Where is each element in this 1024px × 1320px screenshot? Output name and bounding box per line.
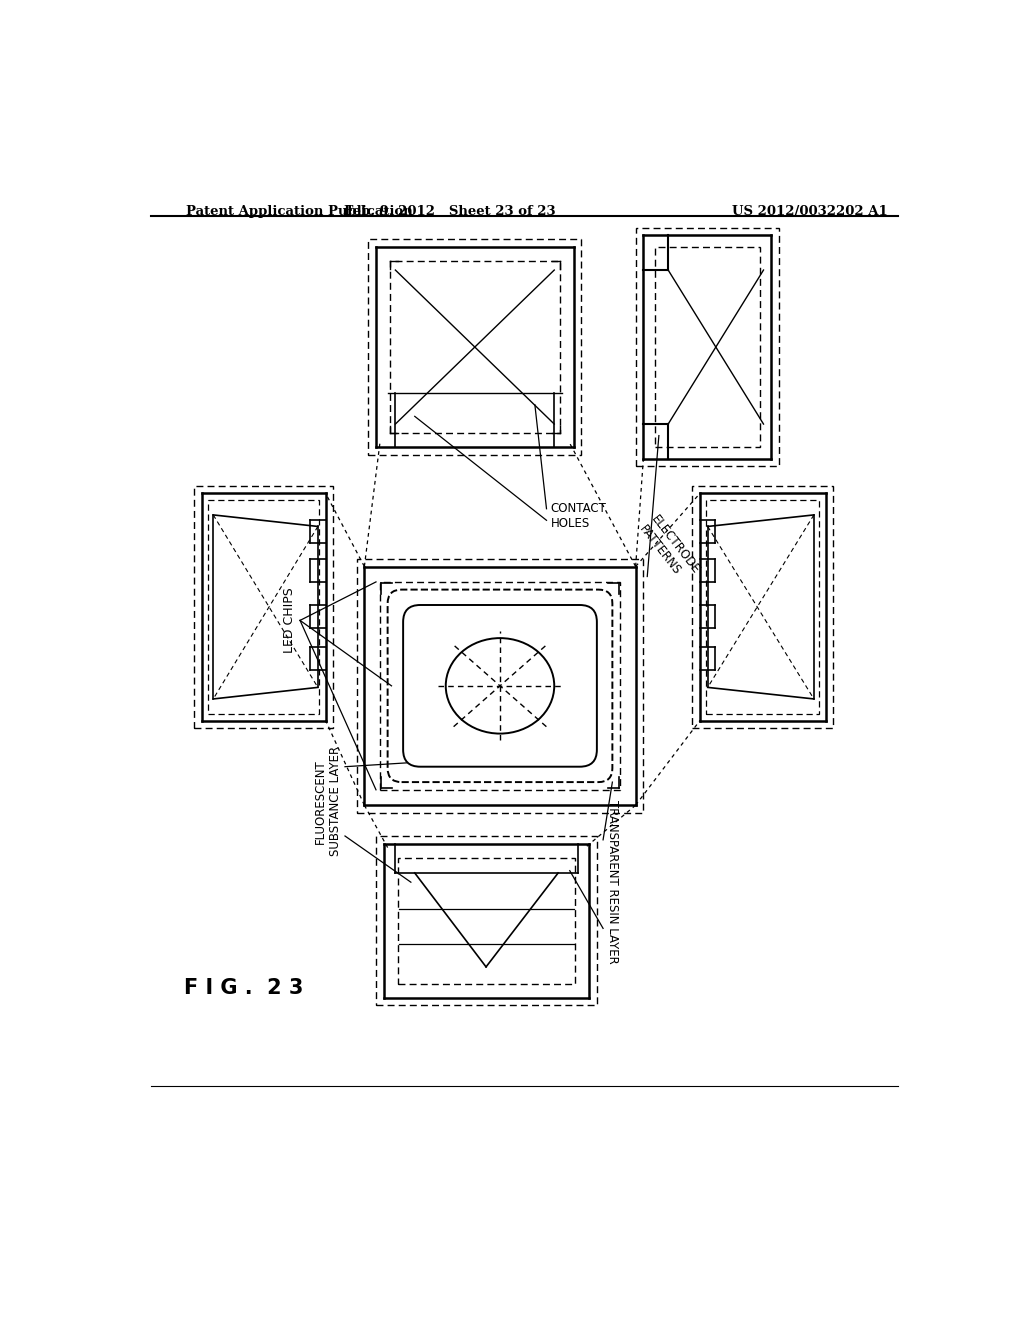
Text: Patent Application Publication: Patent Application Publication [186,205,413,218]
Text: US 2012/0032202 A1: US 2012/0032202 A1 [732,205,888,218]
Bar [707,499,819,714]
Text: TRANSPARENT RESIN LAYER: TRANSPARENT RESIN LAYER [606,800,618,964]
Text: FLUORESCENT
SUBSTANCE LAYER: FLUORESCENT SUBSTANCE LAYER [314,746,342,857]
Bar [356,558,643,813]
Bar [380,582,621,789]
Bar [376,836,597,1006]
Bar [636,227,779,466]
Bar [194,486,334,729]
Bar [208,499,319,714]
Text: CONTACT
HOLES: CONTACT HOLES [550,503,606,531]
Text: Feb. 9, 2012   Sheet 23 of 23: Feb. 9, 2012 Sheet 23 of 23 [344,205,555,218]
Bar [655,247,760,447]
Text: LED CHIPS: LED CHIPS [283,587,296,653]
Text: ELECTRODE
PATTERNS: ELECTRODE PATTERNS [636,513,701,586]
Bar [397,858,575,983]
Bar [390,261,560,433]
Bar [692,486,834,729]
Bar [369,239,582,455]
Text: F I G .  2 3: F I G . 2 3 [183,978,303,998]
